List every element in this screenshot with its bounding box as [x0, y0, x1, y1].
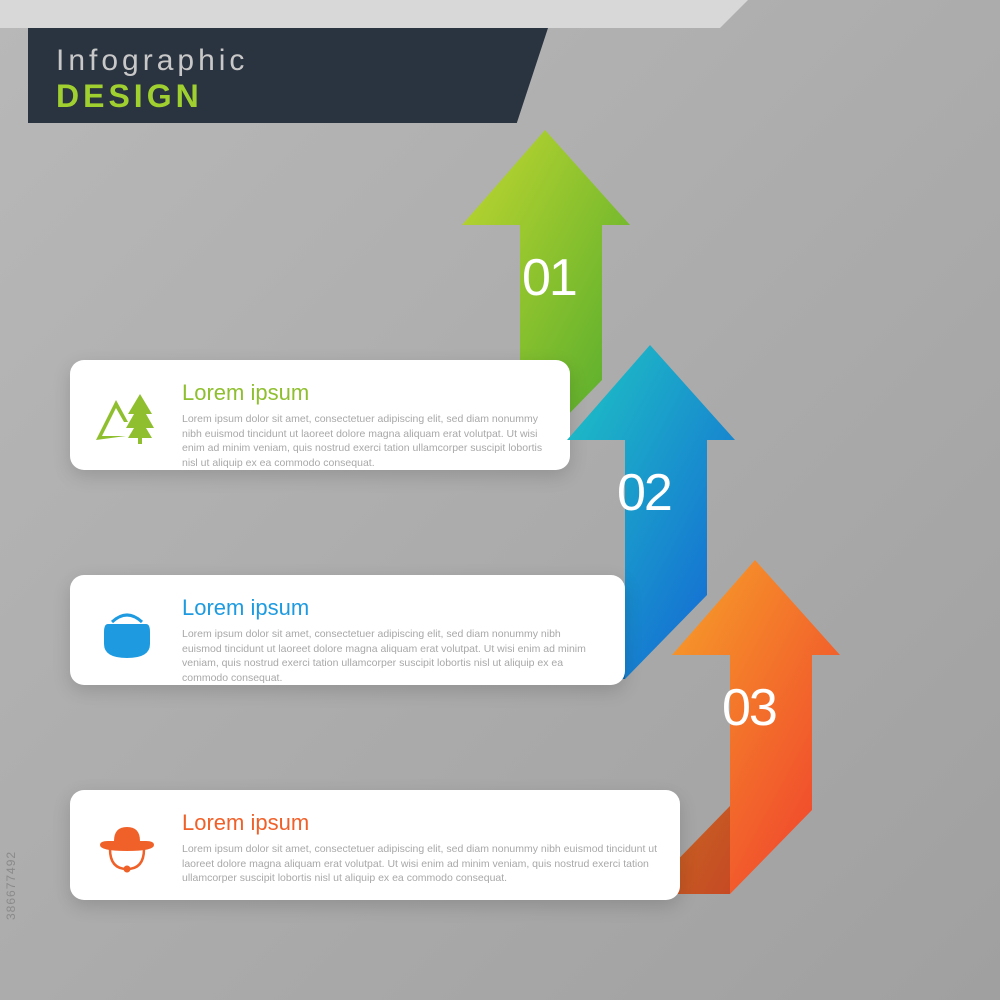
- card-title-3: Lorem ipsum: [182, 810, 658, 836]
- mountain-tree-icon: [92, 383, 162, 453]
- corner-cut: [0, 0, 720, 28]
- card-body-3: Lorem ipsum dolor sit amet, consectetuer…: [182, 842, 658, 886]
- header-line2: DESIGN: [56, 78, 520, 115]
- card-title-1: Lorem ipsum: [182, 380, 548, 406]
- card-title-2: Lorem ipsum: [182, 595, 603, 621]
- arrow-3: 03: [660, 560, 860, 910]
- card-1: Lorem ipsum Lorem ipsum dolor sit amet, …: [70, 360, 570, 470]
- card-3: Lorem ipsum Lorem ipsum dolor sit amet, …: [70, 790, 680, 900]
- hat-icon: [92, 813, 162, 883]
- arrow-number-3: 03: [722, 678, 776, 738]
- header-line1: Infographic: [56, 44, 520, 78]
- pot-icon: [92, 598, 162, 668]
- header-banner: Infographic DESIGN: [28, 28, 548, 123]
- card-body-2: Lorem ipsum dolor sit amet, consectetuer…: [182, 627, 603, 686]
- arrow-number-1: 01: [522, 248, 576, 308]
- arrow-number-2: 02: [617, 463, 671, 523]
- card-2: Lorem ipsum Lorem ipsum dolor sit amet, …: [70, 575, 625, 685]
- card-body-1: Lorem ipsum dolor sit amet, consectetuer…: [182, 412, 548, 471]
- watermark: 386677492: [4, 851, 18, 920]
